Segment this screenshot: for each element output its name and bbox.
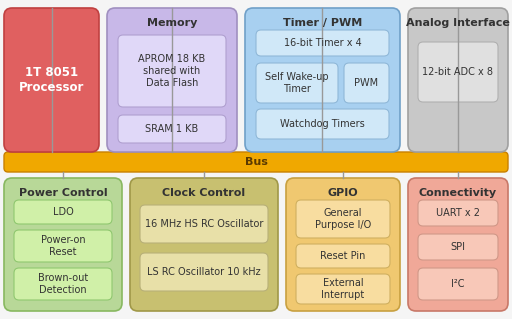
Text: Memory: Memory — [147, 18, 197, 28]
Text: General
Purpose I/O: General Purpose I/O — [315, 208, 371, 230]
Text: GPIO: GPIO — [328, 188, 358, 198]
FancyBboxPatch shape — [408, 8, 508, 152]
FancyBboxPatch shape — [14, 268, 112, 300]
FancyBboxPatch shape — [118, 35, 226, 107]
FancyBboxPatch shape — [344, 63, 389, 103]
Text: Watchdog Timers: Watchdog Timers — [280, 119, 365, 129]
FancyBboxPatch shape — [286, 178, 400, 311]
FancyBboxPatch shape — [4, 152, 508, 172]
FancyBboxPatch shape — [140, 253, 268, 291]
Text: Timer / PWM: Timer / PWM — [283, 18, 362, 28]
FancyBboxPatch shape — [418, 234, 498, 260]
Text: APROM 18 KB
shared with
Data Flash: APROM 18 KB shared with Data Flash — [138, 55, 206, 88]
Text: 16-bit Timer x 4: 16-bit Timer x 4 — [284, 38, 361, 48]
Text: LS RC Oscillator 10 kHz: LS RC Oscillator 10 kHz — [147, 267, 261, 277]
FancyBboxPatch shape — [296, 244, 390, 268]
FancyBboxPatch shape — [245, 8, 400, 152]
FancyBboxPatch shape — [408, 178, 508, 311]
Text: PWM: PWM — [354, 78, 378, 88]
FancyBboxPatch shape — [256, 109, 389, 139]
FancyBboxPatch shape — [418, 42, 498, 102]
Text: 12-bit ADC x 8: 12-bit ADC x 8 — [422, 67, 494, 77]
Text: I²C: I²C — [451, 279, 465, 289]
Text: SRAM 1 KB: SRAM 1 KB — [145, 124, 199, 134]
FancyBboxPatch shape — [296, 274, 390, 304]
FancyBboxPatch shape — [118, 115, 226, 143]
FancyBboxPatch shape — [256, 63, 338, 103]
Text: 16 MHz HS RC Oscillator: 16 MHz HS RC Oscillator — [145, 219, 263, 229]
Text: 1T 8051
Processor: 1T 8051 Processor — [19, 66, 84, 94]
Text: Brown-out
Detection: Brown-out Detection — [38, 273, 88, 295]
Text: LDO: LDO — [53, 207, 73, 217]
FancyBboxPatch shape — [14, 200, 112, 224]
FancyBboxPatch shape — [14, 230, 112, 262]
FancyBboxPatch shape — [130, 178, 278, 311]
Text: Bus: Bus — [245, 157, 267, 167]
FancyBboxPatch shape — [140, 205, 268, 243]
FancyBboxPatch shape — [4, 8, 99, 152]
FancyBboxPatch shape — [296, 200, 390, 238]
Text: Power-on
Reset: Power-on Reset — [40, 235, 86, 257]
Text: External
Interrupt: External Interrupt — [322, 278, 365, 300]
FancyBboxPatch shape — [418, 268, 498, 300]
Text: UART x 2: UART x 2 — [436, 208, 480, 218]
FancyBboxPatch shape — [418, 200, 498, 226]
Text: Power Control: Power Control — [18, 188, 108, 198]
Text: Self Wake-up
Timer: Self Wake-up Timer — [265, 72, 329, 94]
Text: Analog Interface: Analog Interface — [406, 18, 510, 28]
FancyBboxPatch shape — [107, 8, 237, 152]
Text: Reset Pin: Reset Pin — [321, 251, 366, 261]
Text: SPI: SPI — [451, 242, 465, 252]
FancyBboxPatch shape — [256, 30, 389, 56]
Text: Clock Control: Clock Control — [162, 188, 246, 198]
FancyBboxPatch shape — [4, 178, 122, 311]
Text: Connectivity: Connectivity — [419, 188, 497, 198]
